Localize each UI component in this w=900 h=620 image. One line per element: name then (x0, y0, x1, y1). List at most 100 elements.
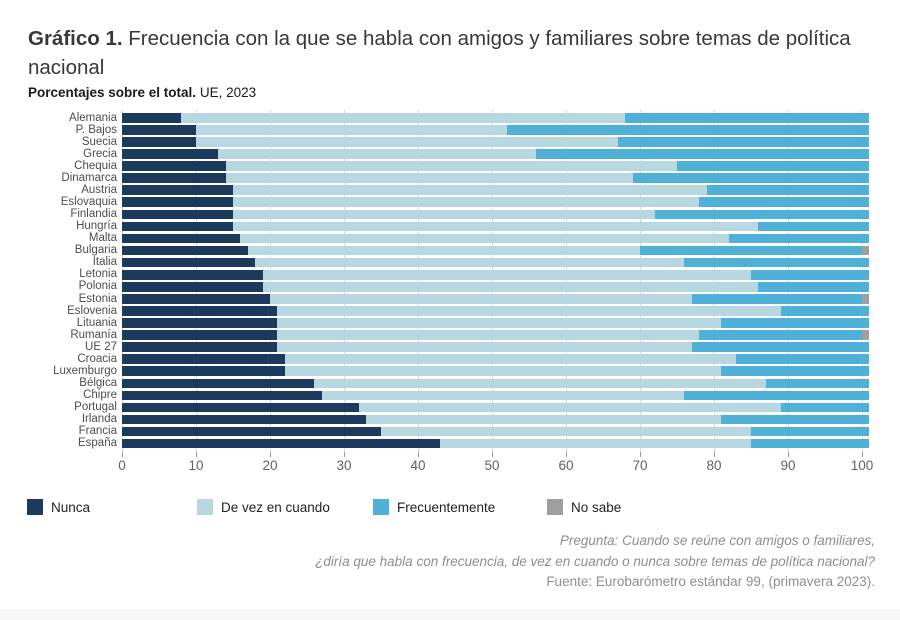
bar-segment-de-vez-en-cuando (277, 306, 781, 316)
row-label-ruman-a: Rumanía (70, 328, 117, 341)
tickmark-x-30 (344, 452, 345, 457)
bar-segment-de-vez-en-cuando (381, 426, 751, 437)
legend-label-nunca: Nunca (51, 499, 91, 515)
bar-row-chipre (122, 390, 870, 401)
bar-segment-nunca (122, 257, 256, 268)
bar-segment-nunca (122, 209, 233, 220)
tick-label-x-80: 80 (706, 458, 722, 473)
bar-row-irlanda (122, 414, 870, 425)
bar-segment-frecuentemente (728, 233, 870, 244)
bar-segment-frecuentemente (751, 426, 870, 437)
bar-segment-frecuentemente (765, 378, 870, 389)
bar-segment-de-vez-en-cuando (284, 354, 737, 364)
bar-segment-nunca (122, 269, 263, 280)
bar-segment-frecuentemente (691, 342, 870, 352)
bar-segment-nunca (122, 438, 441, 449)
footnote-question-line1: Pregunta: Cuando se reúne con amigos o f… (559, 533, 875, 548)
bar-segment-frecuentemente (639, 245, 862, 256)
bar-segment-frecuentemente (758, 221, 870, 232)
bar-segment-nunca (122, 390, 322, 401)
bar-row-polonia (122, 281, 870, 292)
bar-segment-nunca (122, 245, 248, 256)
legend-label-de-vez-en-cuando: De vez en cuando (221, 499, 330, 515)
bottom-band (0, 609, 900, 620)
legend-swatch-nunca (27, 499, 43, 515)
bar-row-francia (122, 426, 870, 437)
tickmark-x-10 (196, 452, 197, 457)
bar-row-suecia (122, 137, 870, 147)
bar-segment-de-vez-en-cuando (181, 113, 626, 123)
bar-segment-nunca (122, 149, 219, 159)
bar-segment-no-sabe (861, 330, 870, 340)
row-label-italia: Italia (92, 256, 117, 269)
legend-swatch-frecuentemente (373, 499, 389, 515)
bar-segment-nunca (122, 318, 278, 328)
row-label-letonia: Letonia (79, 268, 117, 281)
chart-title-text: Frecuencia con la que se habla con amigo… (28, 27, 851, 79)
bar-segment-frecuentemente (721, 318, 870, 328)
tickmark-x-100 (862, 452, 863, 457)
row-label-irlanda: Irlanda (81, 413, 117, 426)
bar-row-croacia (122, 354, 870, 364)
bar-segment-frecuentemente (706, 185, 870, 195)
tick-label-x-60: 60 (558, 458, 574, 473)
bar-row-hungr-a (122, 221, 870, 232)
bar-segment-nunca (122, 281, 263, 292)
bar-row-eslovenia (122, 306, 870, 316)
bar-segment-frecuentemente (684, 390, 870, 401)
row-label-finlandia: Finlandia (70, 208, 117, 221)
bar-row-ue-27 (122, 342, 870, 352)
row-label-lituania: Lituania (76, 316, 117, 329)
legend-label-frecuentemente: Frecuentemente (397, 499, 496, 515)
chart-legend: Nunca De vez en cuando Frecuentemente No… (0, 499, 900, 517)
bar-segment-de-vez-en-cuando (284, 366, 722, 377)
bar-segment-frecuentemente (506, 125, 870, 135)
bar-segment-de-vez-en-cuando (314, 378, 766, 389)
bar-segment-de-vez-en-cuando (366, 414, 722, 425)
tick-label-x-20: 20 (262, 458, 278, 473)
bar-segment-nunca (122, 221, 233, 232)
chart-title: Gráfico 1. Frecuencia con la que se habl… (28, 24, 868, 82)
bar-segment-de-vez-en-cuando (233, 209, 655, 220)
bar-segment-nunca (122, 330, 278, 340)
bar-segment-de-vez-en-cuando (233, 197, 700, 208)
tick-label-x-100: 100 (850, 458, 874, 473)
bar-segment-nunca (122, 294, 270, 304)
bar-segment-de-vez-en-cuando (240, 233, 729, 244)
bar-segment-de-vez-en-cuando (270, 294, 692, 304)
bar-segment-frecuentemente (691, 294, 862, 304)
bar-segment-nunca (122, 113, 182, 123)
bar-segment-frecuentemente (780, 402, 870, 413)
row-label-b-lgica: Bélgica (79, 377, 117, 390)
row-label-p-bajos: P. Bajos (75, 123, 117, 136)
bar-segment-frecuentemente (721, 414, 870, 425)
bar-row-chequia (122, 161, 870, 171)
bar-segment-de-vez-en-cuando (255, 257, 685, 268)
bar-segment-frecuentemente (721, 366, 870, 377)
bar-segment-frecuentemente (750, 438, 870, 449)
tickmark-x-0 (122, 452, 123, 457)
bar-row-austria (122, 185, 870, 195)
bar-segment-frecuentemente (676, 161, 870, 171)
bar-segment-frecuentemente (736, 354, 870, 364)
footnote-source: Fuente: Eurobarómetro estándar 99, (prim… (546, 574, 875, 589)
bar-row-grecia (122, 149, 870, 159)
legend-item-frecuentemente: Frecuentemente (373, 499, 495, 515)
bar-segment-frecuentemente (632, 173, 870, 183)
bar-segment-nunca (122, 426, 381, 437)
row-label-bulgaria: Bulgaria (74, 244, 117, 257)
bar-segment-de-vez-en-cuando (262, 269, 751, 280)
bar-segment-de-vez-en-cuando (440, 438, 751, 449)
bar-row-eslovaquia (122, 197, 870, 208)
row-label-ue-27: UE 27 (85, 340, 117, 353)
bar-segment-frecuentemente (699, 330, 862, 340)
bar-row-lituania (122, 318, 870, 328)
bar-row-dinamarca (122, 173, 870, 183)
bar-row-luxemburgo (122, 366, 870, 377)
bar-segment-de-vez-en-cuando (225, 161, 677, 171)
row-label-chequia: Chequia (74, 159, 117, 172)
bar-segment-de-vez-en-cuando (233, 185, 707, 195)
bar-row-espa-a (122, 438, 870, 449)
row-label-austria: Austria (81, 183, 117, 196)
bar-segment-de-vez-en-cuando (233, 221, 759, 232)
